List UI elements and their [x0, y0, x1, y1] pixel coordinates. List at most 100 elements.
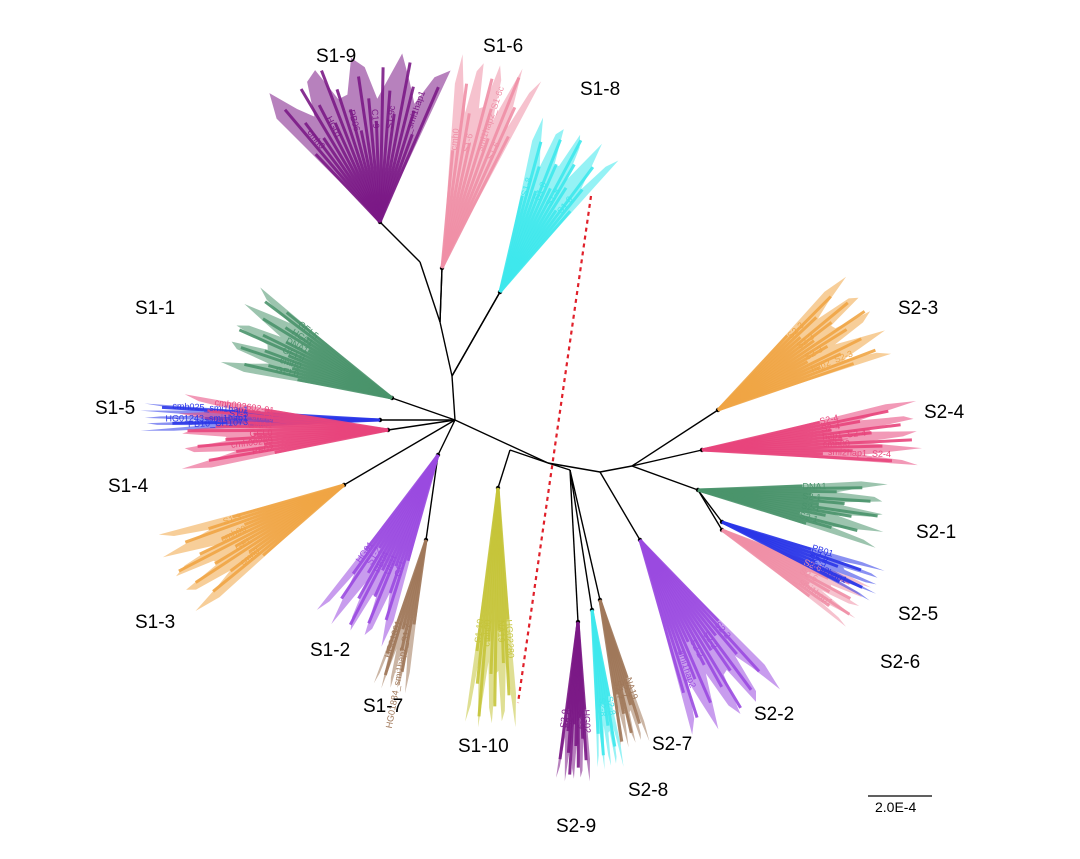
- clade-label-s1-1: S1-1: [135, 298, 175, 319]
- leaf-branch: [558, 621, 580, 760]
- leaf-label: HG01243_smi1hap1: [165, 413, 248, 424]
- leaf-label: C1-9: [370, 109, 381, 129]
- leaf-label: DNA1: [248, 420, 272, 430]
- leaf-branch: [721, 528, 811, 598]
- tree-branch: [631, 409, 719, 467]
- leaf-label: S1-10: [473, 618, 486, 643]
- tree-branch: [547, 462, 601, 473]
- clade-label-s1-6: S1-6: [483, 36, 523, 57]
- leaf-label: cmh00: [823, 438, 850, 449]
- leaf-branch: [285, 311, 393, 400]
- tree-branch: [631, 449, 703, 467]
- leaf-branch: [378, 62, 412, 223]
- leaf-branch: [364, 454, 440, 551]
- leaf-branch: [717, 362, 855, 412]
- leaf-branch: [440, 135, 510, 269]
- clade-label-s2-6: S2-6: [880, 652, 920, 673]
- clade-label-s2-1: S2-1: [916, 522, 956, 543]
- leaf-label: hap1_S2-4: [822, 428, 867, 442]
- leaf-label: cmh0: [448, 128, 461, 151]
- clade-label-s2-5: S2-5: [898, 604, 938, 625]
- leaf-branch: [697, 488, 807, 525]
- clade-stem: [439, 267, 443, 323]
- leaf-label: NA19: [496, 620, 506, 643]
- leaf-label: PB10_CH1073: [188, 417, 248, 429]
- tree-branch: [569, 469, 593, 611]
- leaf-label: _S1-5: [223, 408, 248, 419]
- tree-branch: [437, 419, 456, 456]
- leaf-label: S2-4: [820, 421, 840, 434]
- clade-label-s1-9: S1-9: [316, 46, 356, 67]
- leaf-branch: [378, 86, 440, 223]
- leaf-label: GEL0: [275, 364, 300, 379]
- clade-label-s2-9: S2-9: [556, 816, 596, 837]
- tree-branch: [419, 261, 441, 323]
- tree-branch: [425, 454, 439, 541]
- leaf-label: S2-1: [802, 491, 822, 503]
- leaf-label: S2-8: [605, 695, 618, 715]
- tree-branch: [391, 397, 456, 421]
- tree-branch: [599, 465, 633, 473]
- tree-branch: [697, 489, 723, 531]
- leaf-label: cmh0: [251, 411, 274, 423]
- leaf-branch: [721, 520, 841, 584]
- leaf-label: GEL0: [249, 428, 272, 439]
- leaf-label: DNA1: [802, 481, 826, 491]
- clade-label-s2-8: S2-8: [628, 780, 668, 801]
- clade-label-s2-7: S2-7: [652, 734, 692, 755]
- tree-branch: [631, 465, 699, 491]
- leaf-label: S2-4: [819, 413, 840, 427]
- leaf-label: S2-8: [597, 697, 608, 717]
- leaf-label: S2-7: [612, 680, 625, 700]
- leaf-label: cmh025_smi1hap1: [172, 401, 248, 415]
- clade-label-s2-4: S2-4: [924, 402, 965, 423]
- group-divider-line: [516, 195, 593, 704]
- leaf-label: S1-9c: [384, 104, 397, 129]
- tree-branch: [599, 471, 641, 541]
- leaf-branch: [590, 609, 600, 734]
- tree-branch: [569, 469, 601, 601]
- tree-branch: [569, 469, 579, 623]
- tree-branch: [697, 489, 723, 523]
- scale-bar-label: 2.0E-4: [875, 799, 916, 815]
- tree-branches: [341, 219, 725, 625]
- clade-label-s2-3: S2-3: [898, 298, 938, 319]
- clade-label-s1-8: S1-8: [580, 79, 620, 100]
- leaf-label: S2-9: [564, 709, 575, 729]
- tree-branch: [454, 419, 549, 464]
- leaf-branch: [701, 448, 893, 463]
- leaf-label: PB02: [251, 443, 274, 457]
- clade-label-s1-3: S1-3: [135, 612, 175, 633]
- clade-label-s1-10: S1-10: [458, 736, 509, 757]
- leaf-label: S1-8: [519, 176, 534, 197]
- leaf-branch: [231, 483, 345, 519]
- leaf-label: S1-6: [461, 132, 475, 153]
- leaf-label: HG02280: [504, 619, 516, 658]
- clade-stem: [379, 221, 421, 263]
- leaf-branch: [498, 210, 572, 293]
- scale-bar: 2.0E-4: [868, 795, 932, 815]
- tree-branch: [451, 375, 456, 421]
- tree-branch: [387, 419, 456, 431]
- clade-fans: [140, 53, 922, 782]
- tree-branch: [509, 449, 549, 464]
- leaf-label: S2-9: [558, 709, 570, 729]
- clade-labels: S1-9 S1-6 S1-8 S1-1 S1-5 S1-4 S1-3 S1-2 S1-7 S1-1…: [95, 36, 965, 837]
- leaf-branch: [264, 408, 389, 432]
- leaf-branch: [475, 487, 500, 652]
- tree-branch: [343, 419, 456, 486]
- clade-label-s1-2: S1-2: [310, 640, 350, 661]
- leaf-label: S2-1: [798, 510, 819, 525]
- clade-label-s2-2: S2-2: [754, 704, 794, 725]
- clade-label-s1-5: S1-5: [95, 398, 135, 419]
- leaf-label: cmh00269: [231, 435, 274, 450]
- leaf-branch: [638, 539, 686, 694]
- leaf-label: _smi2hap1_S2-4: [822, 447, 891, 460]
- leaf-branch: [598, 599, 624, 742]
- leaf-label: S2-1: [801, 501, 821, 514]
- clade-label-s1-4: S1-4: [108, 476, 149, 497]
- tree-branch: [439, 321, 453, 377]
